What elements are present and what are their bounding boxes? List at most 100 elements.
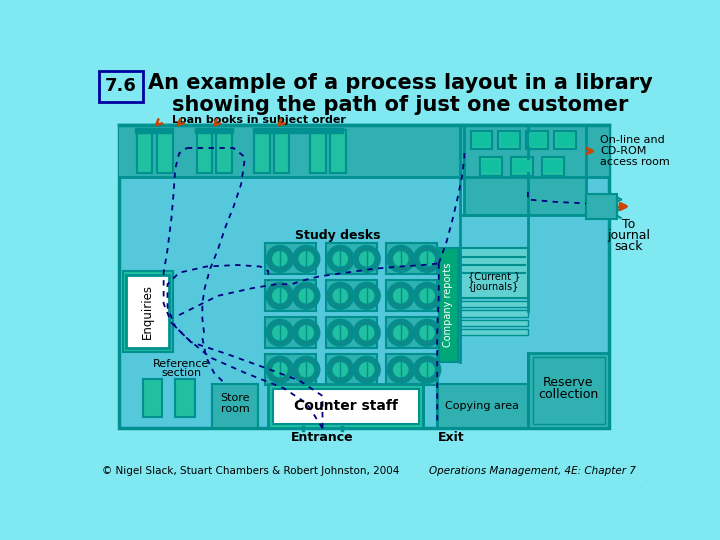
Text: Company reports: Company reports bbox=[443, 263, 453, 347]
Circle shape bbox=[332, 361, 349, 378]
Text: On-line and: On-line and bbox=[600, 135, 665, 145]
Bar bbox=[528, 353, 609, 428]
Circle shape bbox=[266, 320, 293, 346]
Bar bbox=[158, 130, 173, 173]
Circle shape bbox=[414, 320, 441, 346]
Text: showing the path of just one customer: showing the path of just one customer bbox=[172, 95, 628, 115]
Bar bbox=[265, 354, 316, 385]
Bar bbox=[273, 389, 418, 423]
Circle shape bbox=[354, 356, 380, 383]
Bar bbox=[325, 318, 377, 348]
Bar bbox=[265, 318, 316, 348]
Text: sack: sack bbox=[614, 240, 643, 253]
Bar bbox=[459, 310, 528, 316]
FancyBboxPatch shape bbox=[87, 62, 651, 484]
Text: Store: Store bbox=[220, 393, 250, 403]
Circle shape bbox=[387, 356, 414, 383]
Bar bbox=[513, 159, 530, 172]
Bar bbox=[473, 133, 490, 146]
Text: room: room bbox=[220, 404, 249, 414]
Bar bbox=[459, 301, 528, 307]
Circle shape bbox=[392, 325, 409, 341]
Bar bbox=[533, 357, 605, 423]
Bar bbox=[127, 275, 169, 348]
Text: {journals}: {journals} bbox=[468, 281, 519, 292]
Circle shape bbox=[297, 325, 315, 341]
Bar bbox=[265, 244, 316, 274]
Circle shape bbox=[392, 251, 409, 267]
Circle shape bbox=[387, 320, 414, 346]
Bar bbox=[482, 159, 499, 172]
Circle shape bbox=[266, 283, 293, 309]
Circle shape bbox=[392, 361, 409, 378]
Text: Reserve: Reserve bbox=[543, 375, 593, 389]
Bar bbox=[325, 280, 377, 311]
Circle shape bbox=[293, 320, 320, 346]
Circle shape bbox=[387, 246, 414, 272]
Bar bbox=[528, 133, 546, 146]
Text: An example of a process layout in a library: An example of a process layout in a libr… bbox=[148, 73, 652, 93]
Bar bbox=[122, 271, 173, 352]
Text: Entrance: Entrance bbox=[291, 431, 354, 444]
Circle shape bbox=[387, 283, 414, 309]
Bar bbox=[510, 157, 533, 176]
Bar bbox=[120, 125, 609, 177]
Text: Counter staff: Counter staff bbox=[294, 399, 397, 413]
Text: Enquiries: Enquiries bbox=[141, 284, 154, 339]
Text: Copying area: Copying area bbox=[445, 401, 519, 411]
Bar bbox=[386, 244, 437, 274]
Bar bbox=[438, 248, 458, 362]
Circle shape bbox=[418, 361, 436, 378]
Bar bbox=[253, 128, 343, 132]
Circle shape bbox=[293, 283, 320, 309]
Circle shape bbox=[358, 287, 375, 304]
Bar bbox=[265, 280, 316, 311]
Circle shape bbox=[332, 287, 349, 304]
Bar bbox=[212, 384, 258, 428]
Circle shape bbox=[414, 356, 441, 383]
Text: Study desks: Study desks bbox=[295, 230, 381, 242]
Bar bbox=[500, 133, 518, 146]
Circle shape bbox=[297, 287, 315, 304]
Circle shape bbox=[354, 246, 380, 272]
Circle shape bbox=[418, 325, 436, 341]
Bar bbox=[325, 244, 377, 274]
Text: CD-ROM: CD-ROM bbox=[600, 146, 647, 156]
Text: Exit: Exit bbox=[438, 431, 464, 444]
Circle shape bbox=[414, 246, 441, 272]
Bar bbox=[459, 320, 528, 326]
Bar bbox=[386, 280, 437, 311]
Bar bbox=[471, 131, 492, 150]
Circle shape bbox=[332, 251, 349, 267]
Circle shape bbox=[418, 251, 436, 267]
Circle shape bbox=[271, 251, 289, 267]
Bar bbox=[120, 125, 609, 428]
Bar bbox=[542, 157, 564, 176]
Circle shape bbox=[297, 361, 315, 378]
Bar bbox=[459, 329, 528, 335]
Bar bbox=[386, 354, 437, 385]
Bar bbox=[135, 128, 173, 132]
Circle shape bbox=[293, 246, 320, 272]
Bar bbox=[143, 379, 162, 417]
Text: Operations Management, 4E: Chapter 7: Operations Management, 4E: Chapter 7 bbox=[428, 467, 636, 476]
Bar bbox=[195, 128, 233, 132]
Bar bbox=[269, 384, 423, 428]
Bar bbox=[137, 130, 152, 173]
Bar bbox=[254, 130, 270, 173]
Bar bbox=[526, 131, 548, 150]
Bar bbox=[557, 133, 574, 146]
Bar bbox=[274, 130, 289, 173]
Circle shape bbox=[354, 320, 380, 346]
Circle shape bbox=[358, 251, 375, 267]
Bar bbox=[459, 248, 528, 298]
Bar bbox=[498, 131, 520, 150]
Circle shape bbox=[271, 325, 289, 341]
Bar bbox=[554, 131, 576, 150]
Circle shape bbox=[354, 283, 380, 309]
Bar bbox=[437, 384, 528, 428]
Circle shape bbox=[332, 325, 349, 341]
Text: To: To bbox=[622, 219, 635, 232]
Circle shape bbox=[414, 283, 441, 309]
Text: collection: collection bbox=[538, 388, 598, 401]
